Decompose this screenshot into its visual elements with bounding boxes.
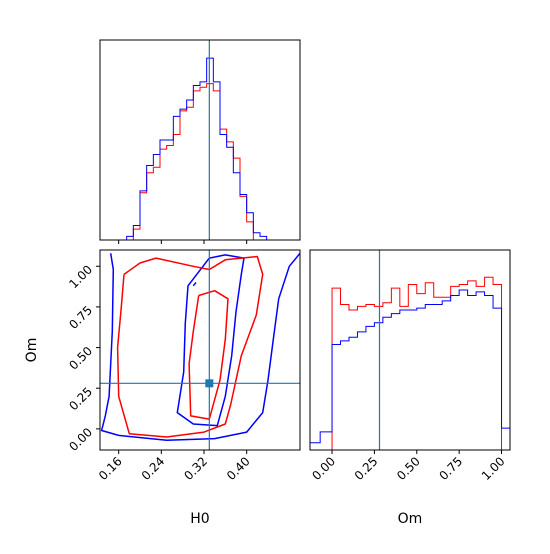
om-x-tick-label: 0.50 <box>394 454 423 483</box>
om-marginal-frame <box>309 249 511 451</box>
h0-marginal-frame <box>99 39 301 241</box>
om-x-tick-label: 0.75 <box>436 454 465 483</box>
h0-hist-red <box>100 83 300 241</box>
joint-frame <box>99 249 301 451</box>
contour-blue-2 <box>192 282 197 287</box>
h0-x-tick-label: 0.40 <box>224 454 253 483</box>
om-y-tick-label: 0.75 <box>66 303 95 332</box>
h0-hist-blue <box>100 57 300 241</box>
h0-x-tick-label: 0.16 <box>96 454 125 483</box>
contour-blue-1 <box>176 254 245 427</box>
om-y-tick-label: 0.50 <box>66 344 95 373</box>
h0-x-tick-label: 0.32 <box>181 454 210 483</box>
contour-red-4 <box>188 289 229 420</box>
om-x-tick-label: 0.25 <box>352 454 381 483</box>
om-hist-red <box>310 276 510 451</box>
contour-red-3 <box>116 255 264 438</box>
joint-panel: 0.16 0.24 0.32 0.40 0.00 0.25 0.50 0.75 1.00 H0… <box>24 249 301 527</box>
om-y-tick-label: 1.00 <box>66 262 95 291</box>
om-x-axis-label: Om <box>398 511 423 527</box>
om-y-tick-label: 0.00 <box>66 425 95 454</box>
om-y-axis-label: Om <box>24 338 40 363</box>
contour-blue-0 <box>100 252 301 441</box>
om-y-tick-label: 0.25 <box>66 384 95 413</box>
joint-truth-marker <box>205 379 214 388</box>
h0-axis-label: H0 <box>190 511 209 527</box>
h0-marginal-panel <box>99 39 301 244</box>
h0-x-tick-label: 0.24 <box>139 454 168 483</box>
om-marginal-panel: 0.00 0.25 0.50 0.75 1.00 Om <box>309 249 511 527</box>
om-x-tick-label: 1.00 <box>479 454 508 483</box>
om-x-tick-label: 0.00 <box>309 454 338 483</box>
om-hist-blue <box>309 289 511 450</box>
